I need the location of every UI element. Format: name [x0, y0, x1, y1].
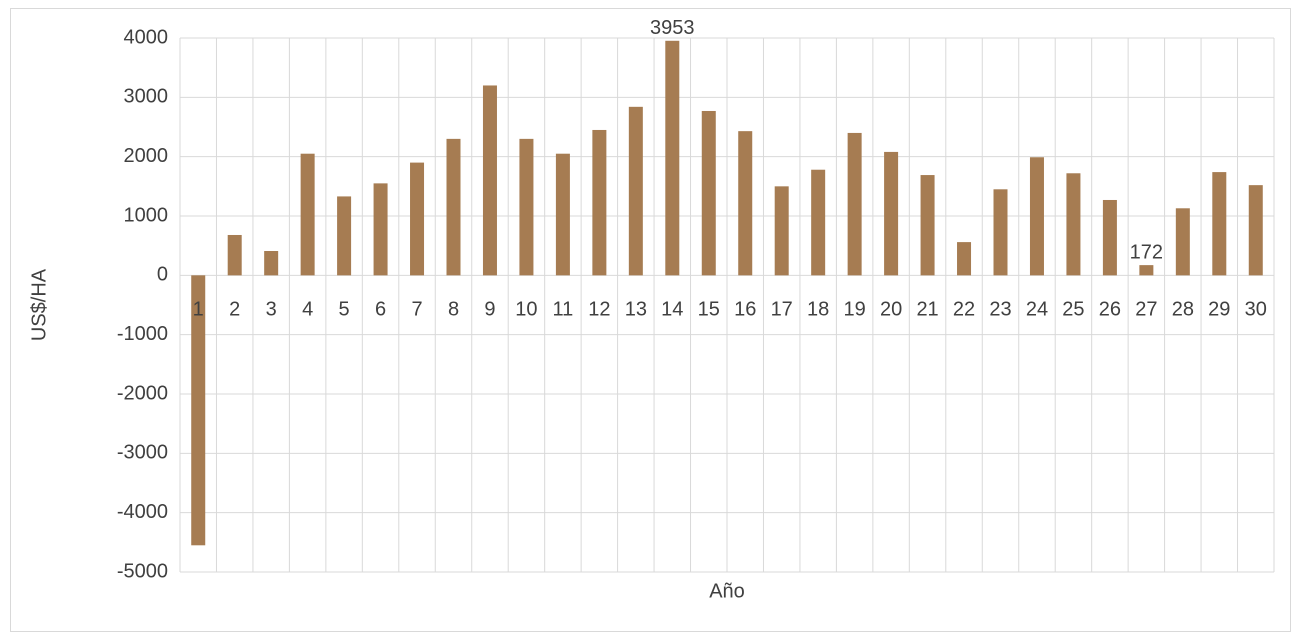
bar: [337, 196, 352, 276]
bar: [1102, 199, 1117, 276]
bar: [1139, 265, 1154, 276]
bar: [774, 186, 789, 276]
bar: [884, 151, 899, 276]
bar: [482, 85, 497, 276]
bar: [1212, 172, 1227, 276]
x-tick-label: 17: [771, 299, 793, 321]
chart-border: [10, 8, 1291, 632]
y-tick-label: -4000: [117, 501, 168, 523]
bar: [1175, 208, 1190, 276]
data-label: 172: [1130, 241, 1163, 263]
bar: [920, 175, 935, 276]
bar: [264, 251, 279, 276]
x-tick-label: 10: [515, 299, 537, 321]
x-tick-label: 11: [553, 299, 574, 321]
bar: [993, 189, 1008, 276]
x-tick-label: 4: [302, 299, 313, 321]
x-tick-label: 18: [807, 299, 829, 321]
x-tick-label: 27: [1135, 299, 1157, 321]
x-tick-label: 20: [880, 299, 902, 321]
bar: [1029, 157, 1044, 276]
bar: [410, 162, 425, 276]
x-tick-label: 30: [1245, 299, 1267, 321]
y-tick-label: -1000: [117, 323, 168, 345]
bar: [373, 183, 388, 276]
x-tick-label: 9: [484, 299, 495, 321]
y-tick-label: -5000: [117, 560, 168, 582]
x-tick-label: 12: [588, 299, 610, 321]
x-axis-title: Año: [709, 580, 745, 602]
bar: [701, 110, 716, 276]
x-tick-label: 15: [698, 299, 720, 321]
bar: [1066, 173, 1081, 276]
bar: [847, 132, 862, 276]
bar: [811, 169, 826, 276]
y-tick-label: -2000: [117, 382, 168, 404]
bar: [957, 242, 972, 276]
x-tick-label: 7: [411, 299, 422, 321]
bar: [555, 153, 570, 276]
x-tick-label: 21: [916, 299, 938, 321]
x-tick-label: 8: [448, 299, 459, 321]
x-tick-label: 14: [661, 299, 683, 321]
bar: [446, 138, 461, 276]
y-tick-label: 3000: [124, 86, 169, 108]
bar: [191, 275, 206, 546]
x-tick-label: 25: [1062, 299, 1084, 321]
data-label: 3953: [650, 17, 695, 39]
y-tick-label: 0: [157, 264, 168, 286]
bar: [1248, 185, 1263, 276]
x-tick-label: 2: [229, 299, 240, 321]
y-axis-title: US$/HA: [28, 268, 50, 341]
y-tick-label: 1000: [124, 204, 169, 226]
bar: [227, 234, 242, 276]
x-tick-label: 22: [953, 299, 975, 321]
bar: [738, 131, 753, 276]
bar: [592, 129, 607, 276]
x-tick-label: 5: [339, 299, 350, 321]
x-tick-label: 6: [375, 299, 386, 321]
x-tick-label: 28: [1172, 299, 1194, 321]
x-tick-label: 29: [1208, 299, 1230, 321]
bar: [628, 106, 643, 276]
y-tick-label: 4000: [124, 26, 169, 48]
x-tick-label: 26: [1099, 299, 1121, 321]
x-tick-label: 13: [625, 299, 647, 321]
x-tick-label: 24: [1026, 299, 1048, 321]
x-tick-label: 23: [989, 299, 1011, 321]
x-tick-label: 16: [734, 299, 756, 321]
bar: [519, 138, 534, 276]
bar: [665, 40, 680, 276]
x-tick-label: 1: [193, 299, 204, 321]
y-tick-label: -3000: [117, 442, 168, 464]
bar: [300, 153, 315, 276]
x-tick-label: 3: [266, 299, 277, 321]
y-tick-label: 2000: [124, 145, 169, 167]
x-tick-label: 19: [844, 299, 866, 321]
